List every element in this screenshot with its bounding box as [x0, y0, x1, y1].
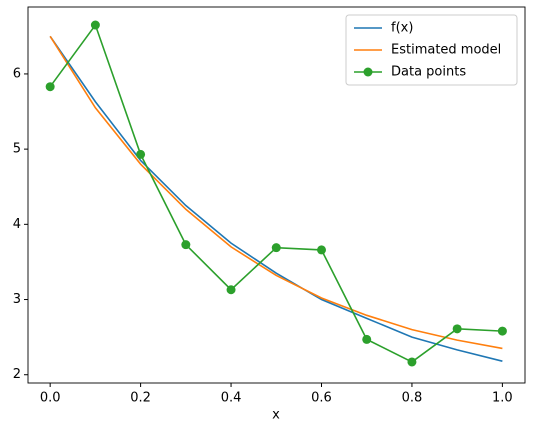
series-line: [49, 35, 503, 362]
data-point: [90, 20, 100, 30]
y-tick-label: 3: [13, 292, 21, 307]
data-point: [407, 357, 417, 367]
x-tick-label: 0.4: [221, 391, 242, 406]
data-point: [497, 326, 507, 336]
data-point: [226, 285, 236, 295]
x-tick-label: 0.0: [40, 391, 61, 406]
legend-label: f(x): [391, 21, 413, 36]
y-tick-label: 2: [13, 367, 21, 382]
x-tick-label: 1.0: [492, 391, 513, 406]
x-tick-label: 0.8: [402, 391, 423, 406]
legend-marker: [363, 67, 373, 77]
legend-label: Data points: [391, 65, 466, 80]
x-axis-label: x: [272, 408, 280, 423]
data-point: [136, 149, 146, 159]
data-point: [316, 245, 326, 255]
legend-box: [345, 14, 518, 86]
data-point: [452, 324, 462, 334]
y-tick-label: 6: [13, 66, 21, 81]
x-tick-label: 0.2: [130, 391, 151, 406]
data-point: [181, 240, 191, 250]
series-line: [49, 35, 503, 350]
x-tick-label: 0.6: [311, 391, 332, 406]
data-point: [362, 334, 372, 344]
y-tick-label: 4: [13, 217, 21, 232]
y-tick-label: 5: [13, 142, 21, 157]
legend-label: Estimated model: [391, 43, 501, 58]
plot-frame: [27, 6, 526, 384]
data-point: [45, 82, 55, 92]
data-point: [271, 243, 281, 253]
